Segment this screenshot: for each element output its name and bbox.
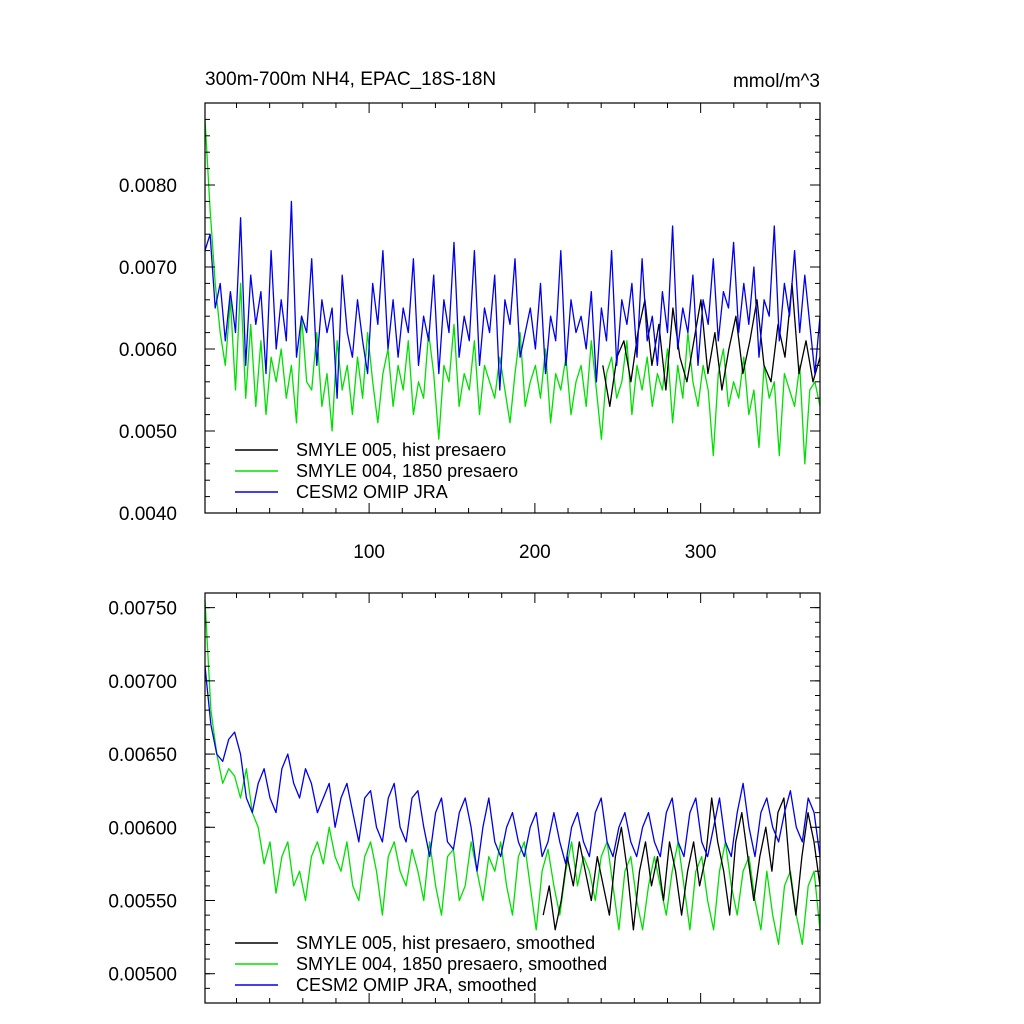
top-chart-units: mmol/m^3 (733, 71, 820, 92)
top-axes-group: 0.0040 0.0050 0.0060 0.0070 0.0080 100 200 300 (119, 102, 820, 563)
bottom-legend-label-1: SMYLE 005, hist presaero, smoothed (296, 933, 595, 953)
top-legend-label-2: SMYLE 004, 1850 presaero (296, 461, 518, 481)
top-y-tick-label: 0.0040 (119, 504, 177, 525)
bottom-panel: 0.00500 0.00550 0.00600 0.00650 0.00700 0.007… (108, 592, 821, 1004)
top-x-tick-label: 100 (353, 542, 385, 563)
bottom-series-line-1 (542, 797, 821, 931)
bottom-y-tick-label: 0.00700 (108, 672, 177, 693)
bottom-series-line-3 (204, 666, 821, 872)
top-y-tick-label: 0.0080 (119, 176, 177, 197)
top-x-tick-label: 300 (685, 542, 717, 563)
top-series-line-2 (204, 119, 821, 465)
top-legend-label-1: SMYLE 005, hist presaero (296, 440, 506, 460)
top-legend-label-3: CESM2 OMIP JRA (296, 482, 448, 502)
bottom-y-tick-label: 0.00650 (108, 745, 177, 766)
bottom-y-tick-label: 0.00750 (108, 599, 177, 620)
bottom-y-tick-label: 0.00600 (108, 818, 177, 839)
top-series-group (204, 119, 821, 465)
top-chart-title: 300m-700m NH4, EPAC_18S-18N (205, 69, 496, 90)
top-x-tick-label: 200 (519, 542, 551, 563)
top-panel: 300m-700m NH4, EPAC_18S-18N mmol/m^3 0.0… (119, 69, 821, 563)
top-plot-frame (204, 102, 821, 514)
bottom-legend-label-3: CESM2 OMIP JRA, smoothed (296, 975, 537, 995)
bottom-legend: SMYLE 005, hist presaero, smoothedSMYLE … (235, 933, 607, 995)
bottom-y-tick-label: 0.00550 (108, 892, 177, 913)
top-y-tick-label: 0.0050 (119, 422, 177, 443)
bottom-series-line-2 (204, 600, 821, 946)
bottom-y-tick-label: 0.00500 (108, 965, 177, 986)
bottom-series-group (204, 600, 821, 946)
bottom-axes-group: 0.00500 0.00550 0.00600 0.00650 0.00700 0.007… (108, 592, 820, 1004)
top-y-tick-label: 0.0060 (119, 340, 177, 361)
top-series-line-3 (204, 200, 821, 399)
top-y-tick-label: 0.0070 (119, 258, 177, 279)
bottom-legend-label-2: SMYLE 004, 1850 presaero, smoothed (296, 954, 607, 974)
